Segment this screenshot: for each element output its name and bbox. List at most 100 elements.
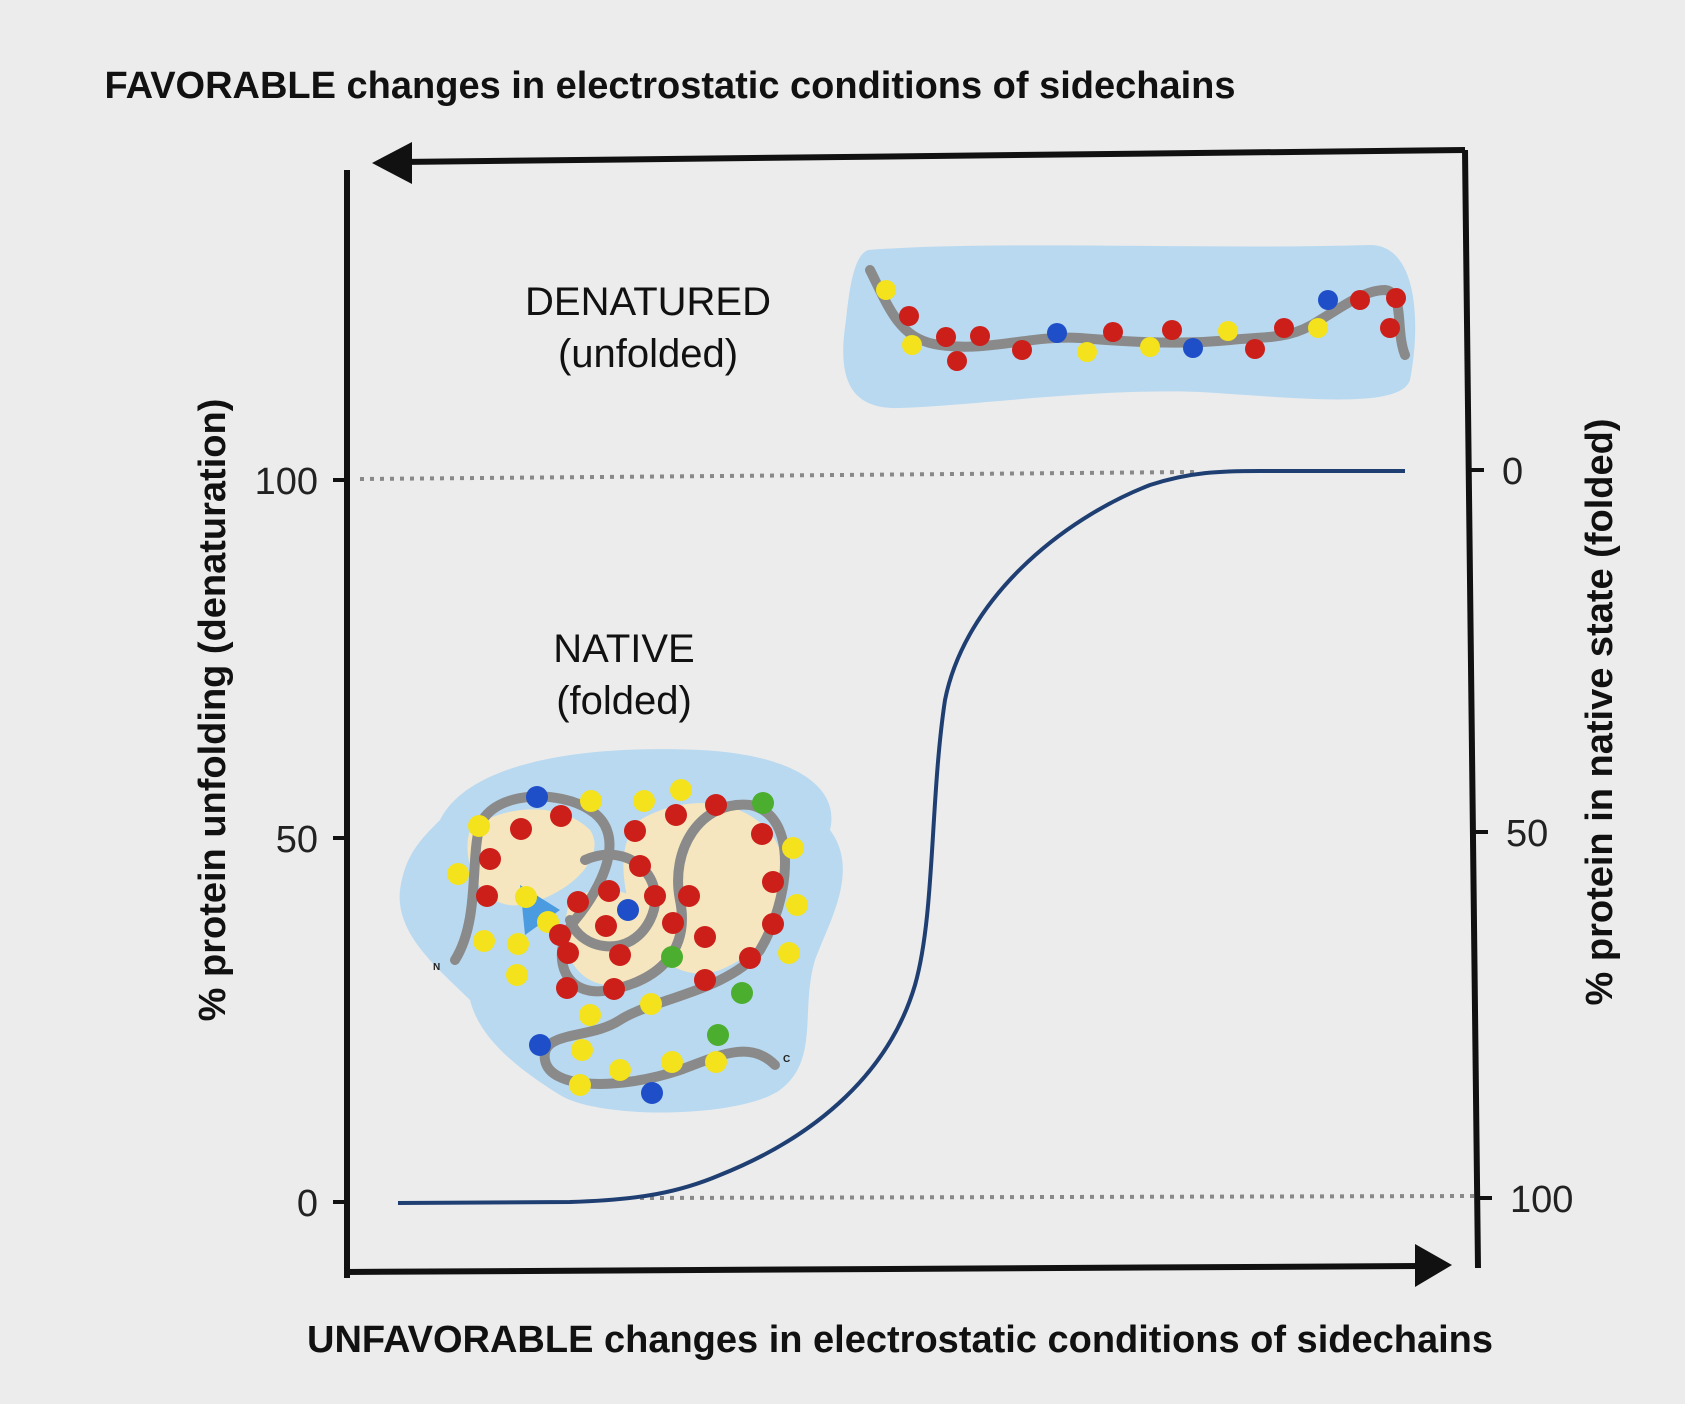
- amino-acid-bead: [603, 978, 625, 1000]
- amino-acid-bead: [786, 894, 808, 916]
- amino-acid-bead: [751, 823, 773, 845]
- amino-acid-bead: [1274, 318, 1294, 338]
- bottom-axis-arrowhead: [1415, 1244, 1452, 1287]
- amino-acid-bead: [580, 790, 602, 812]
- amino-acid-bead: [579, 1004, 601, 1026]
- amino-acid-bead: [694, 969, 716, 991]
- amino-acid-bead: [1012, 340, 1032, 360]
- left-axis-label: % protein unfolding (denaturation): [192, 399, 234, 1022]
- amino-acid-bead: [624, 820, 646, 842]
- amino-acid-bead: [644, 885, 666, 907]
- amino-acid-bead: [752, 792, 774, 814]
- amino-acid-bead: [468, 815, 490, 837]
- bottom-axis-label: UNFAVORABLE changes in electrostatic con…: [307, 1319, 1493, 1361]
- amino-acid-bead: [506, 964, 528, 986]
- amino-acid-bead: [609, 944, 631, 966]
- amino-acid-bead: [571, 1039, 593, 1061]
- amino-acid-bead: [694, 926, 716, 948]
- amino-acid-bead: [970, 326, 990, 346]
- folded-strand-loop: [565, 849, 661, 952]
- amino-acid-bead: [633, 790, 655, 812]
- unfolded-protein-illustration: [843, 245, 1416, 409]
- amino-acid-bead: [1380, 318, 1400, 338]
- left-tick-label: 0: [297, 1183, 318, 1225]
- right-axis-line: [1462, 149, 1481, 1269]
- amino-acid-bead: [609, 1059, 631, 1081]
- native-subtitle: (folded): [556, 679, 692, 723]
- amino-acid-bead: [1308, 318, 1328, 338]
- amino-acid-bead: [899, 306, 919, 326]
- amino-acid-bead: [617, 899, 639, 921]
- denatured-subtitle: (unfolded): [558, 332, 738, 376]
- folded-core: [564, 890, 667, 986]
- amino-acid-bead: [707, 1024, 729, 1046]
- left-tick-label: 100: [255, 461, 318, 503]
- n-terminus-label: N: [433, 962, 440, 973]
- top-reference-line: [359, 470, 1196, 481]
- c-terminus-label: C: [783, 1054, 790, 1065]
- amino-acid-bead: [510, 818, 532, 840]
- amino-acid-bead: [762, 913, 784, 935]
- folded-protein-illustration: N C: [399, 749, 843, 1113]
- amino-acid-bead: [947, 351, 967, 371]
- amino-acid-bead: [515, 886, 537, 908]
- amino-acid-bead: [569, 1074, 591, 1096]
- amino-acid-bead: [473, 930, 495, 952]
- amino-acid-bead: [479, 848, 501, 870]
- bottom-axis-arrow-line: [343, 1263, 1421, 1275]
- amino-acid-bead: [678, 885, 700, 907]
- amino-acid-bead: [1245, 339, 1265, 359]
- amino-acid-bead: [556, 977, 578, 999]
- amino-acid-bead: [665, 804, 687, 826]
- amino-acid-bead: [705, 794, 727, 816]
- top-axis-arrow-line: [399, 147, 1466, 165]
- native-title: NATIVE: [553, 627, 695, 671]
- amino-acid-bead: [661, 1051, 683, 1073]
- amino-acid-bead: [778, 942, 800, 964]
- amino-acid-bead: [1140, 337, 1160, 357]
- amino-acid-bead: [1183, 338, 1203, 358]
- amino-acid-bead: [529, 1034, 551, 1056]
- denatured-title: DENATURED: [525, 280, 771, 324]
- amino-acid-bead: [705, 1051, 727, 1073]
- amino-acid-bead: [598, 880, 620, 902]
- amino-acid-bead: [731, 982, 753, 1004]
- amino-acid-bead: [447, 863, 469, 885]
- bottom-reference-line: [639, 1194, 1476, 1200]
- amino-acid-bead: [507, 933, 529, 955]
- right-tick-label: 0: [1502, 451, 1523, 493]
- unfolded-halo: [843, 245, 1416, 409]
- folded-strand: [450, 791, 790, 1089]
- amino-acid-bead: [549, 924, 571, 946]
- right-tick-label: 50: [1506, 813, 1548, 855]
- amino-acid-bead: [1350, 290, 1370, 310]
- amino-acid-bead: [567, 891, 589, 913]
- amino-acid-bead: [640, 993, 662, 1015]
- top-axis-label: FAVORABLE changes in electrostatic condi…: [104, 65, 1235, 107]
- amino-acid-bead: [629, 855, 651, 877]
- amino-acid-bead: [1386, 288, 1406, 308]
- right-tick-label: 100: [1510, 1179, 1573, 1221]
- amino-acid-bead: [1218, 321, 1238, 341]
- denaturation-curve: [397, 469, 1405, 1205]
- amino-acid-bead: [557, 942, 579, 964]
- right-axis-label: % protein in native state (folded): [1579, 419, 1621, 1006]
- amino-acid-bead: [550, 805, 572, 827]
- amino-acid-bead: [876, 280, 896, 300]
- amino-acid-bead: [595, 915, 617, 937]
- folded-core: [467, 809, 595, 906]
- left-tick-label: 50: [276, 819, 318, 861]
- top-axis-arrowhead: [372, 142, 412, 184]
- amino-acid-bead: [1162, 320, 1182, 340]
- amino-acid-bead: [670, 779, 692, 801]
- amino-acid-bead: [936, 327, 956, 347]
- amino-acid-bead: [476, 885, 498, 907]
- amino-acid-bead: [662, 912, 684, 934]
- amino-acid-bead: [661, 946, 683, 968]
- amino-acid-bead: [641, 1082, 663, 1104]
- amino-acid-bead: [1103, 322, 1123, 342]
- amino-acid-bead: [902, 335, 922, 355]
- amino-acid-bead: [526, 786, 548, 808]
- amino-acid-bead: [739, 947, 761, 969]
